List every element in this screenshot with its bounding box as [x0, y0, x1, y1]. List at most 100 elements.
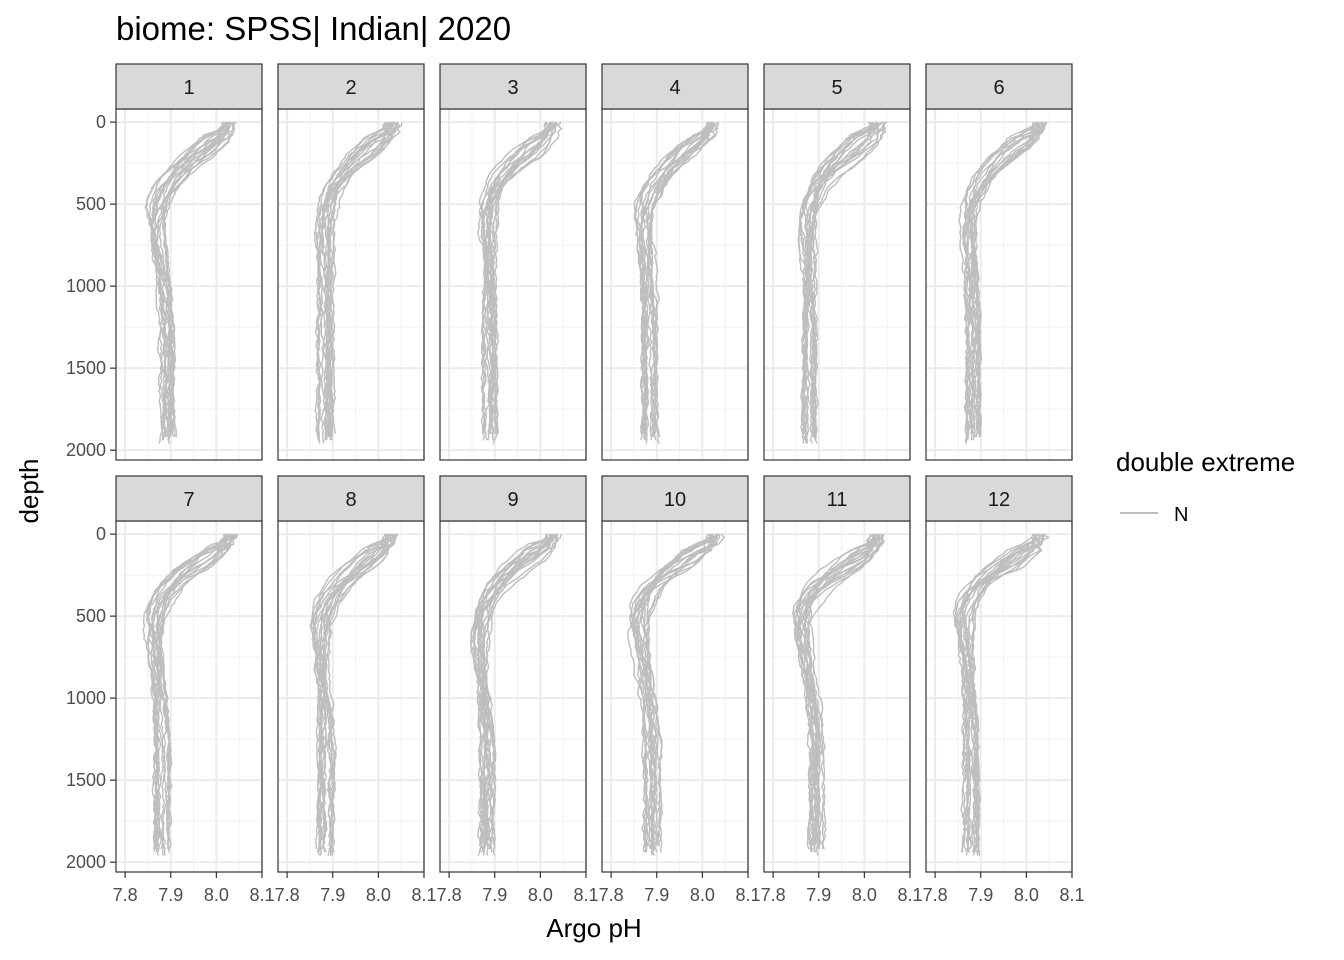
chart-title: biome: SPSS| Indian| 2020 — [116, 10, 511, 47]
strip-background — [277, 63, 425, 110]
strip-background — [925, 63, 1073, 110]
profile-line — [476, 533, 554, 850]
y-tick-label: 500 — [76, 194, 106, 214]
facet-panel-9: 9 7.8 7.9 8.0 8.1 — [437, 475, 599, 905]
strip-label: 10 — [664, 489, 686, 511]
x-tick-label: 8.1 — [411, 885, 436, 905]
strip-label: 1 — [183, 77, 194, 99]
strip-label: 7 — [183, 489, 194, 511]
profile-line — [488, 121, 558, 438]
facet-panel-11: 11 7.8 7.9 8.0 8.1 — [761, 475, 923, 905]
legend-entry-label: N — [1174, 504, 1188, 526]
x-tick-label: 7.9 — [158, 885, 183, 905]
profile-line — [477, 533, 558, 846]
legend: double extreme N — [1116, 447, 1295, 526]
x-tick-label: 8.0 — [366, 885, 391, 905]
facet-panel-12: 12 7.8 7.9 8.0 8.1 — [923, 475, 1085, 905]
x-axis-title: Argo pH — [546, 913, 641, 943]
profile-line — [326, 533, 391, 853]
strip-label: 11 — [827, 489, 848, 511]
profile-line — [964, 121, 1040, 441]
strip-label: 8 — [345, 489, 356, 511]
x-tick-label: 8.0 — [528, 885, 553, 905]
facet-panel-2: 2 — [277, 63, 425, 461]
y-tick-label: 2000 — [66, 440, 106, 460]
strip-background — [115, 63, 263, 110]
profile-line — [322, 121, 395, 441]
profile-line — [147, 533, 239, 850]
profile-line — [151, 533, 238, 846]
profile-line — [791, 533, 881, 849]
profile-line — [489, 121, 554, 434]
x-tick-label: 7.9 — [482, 885, 507, 905]
facet-panel-1: 1 0 500 1000 1500 2000 — [66, 63, 263, 461]
profile-line — [314, 121, 400, 438]
profile-line — [323, 121, 401, 441]
profile-line — [631, 533, 713, 850]
profile-line — [798, 122, 874, 444]
strip-label: 5 — [831, 77, 842, 99]
strip-background — [763, 475, 911, 522]
profile-line — [481, 121, 552, 435]
panel-background — [764, 109, 910, 460]
profile-line — [631, 533, 715, 846]
profile-line — [804, 533, 876, 850]
profile-line — [969, 121, 1037, 441]
profile-line — [801, 121, 879, 435]
facet-panel-5: 5 — [763, 63, 911, 461]
profile-line — [162, 122, 230, 435]
profile-line — [963, 121, 1040, 444]
x-tick-label: 7.8 — [761, 885, 786, 905]
profile-line — [153, 533, 231, 853]
profile-line — [480, 121, 550, 434]
profile-line — [481, 121, 557, 434]
x-tick-label: 8.0 — [690, 885, 715, 905]
strip-background — [601, 475, 749, 522]
x-tick-label: 7.8 — [113, 885, 138, 905]
profile-line — [797, 533, 872, 850]
profile-line — [145, 121, 225, 435]
facet-panel-3: 3 — [439, 63, 587, 461]
facet-panel-7: 7 0 500 1000 1500 2000 7.8 7.9 8.0 8.1 — [66, 475, 275, 905]
panel-background — [926, 521, 1072, 872]
strip-background — [601, 63, 749, 110]
y-tick-label: 1000 — [66, 276, 106, 296]
x-tick-label: 8.0 — [1014, 885, 1039, 905]
x-tick-label: 7.9 — [644, 885, 669, 905]
x-tick-label: 7.8 — [437, 885, 462, 905]
y-tick-label: 1500 — [66, 770, 106, 790]
x-tick-label: 7.8 — [923, 885, 948, 905]
profile-line — [145, 533, 230, 850]
strip-label: 6 — [993, 77, 1004, 99]
x-tick-label: 7.9 — [320, 885, 345, 905]
panel-background — [440, 521, 586, 872]
panel-background — [764, 521, 910, 872]
profile-line — [155, 121, 234, 438]
profile-line — [153, 121, 231, 444]
strip-background — [925, 475, 1073, 522]
strip-label: 9 — [507, 489, 518, 511]
profile-line — [959, 533, 1041, 853]
x-tick-label: 7.9 — [806, 885, 831, 905]
y-tick-label: 1500 — [66, 358, 106, 378]
facet-panel-8: 8 7.8 7.9 8.0 8.1 — [275, 475, 437, 905]
x-tick-label: 8.1 — [1059, 885, 1084, 905]
strip-background — [439, 475, 587, 522]
x-tick-label: 8.1 — [573, 885, 598, 905]
profile-line — [804, 533, 874, 853]
profile-line — [316, 121, 392, 444]
x-tick-label: 7.8 — [599, 885, 624, 905]
y-tick-label: 1000 — [66, 688, 106, 708]
profile-line — [638, 121, 715, 444]
profile-line — [640, 533, 714, 853]
x-tick-label: 7.8 — [275, 885, 300, 905]
profile-line — [810, 121, 887, 441]
profile-line — [476, 533, 556, 856]
profile-line — [972, 121, 1047, 438]
strip-background — [115, 475, 263, 522]
panel-background — [116, 521, 262, 872]
profile-line — [318, 533, 397, 856]
profile-line — [962, 533, 1045, 856]
